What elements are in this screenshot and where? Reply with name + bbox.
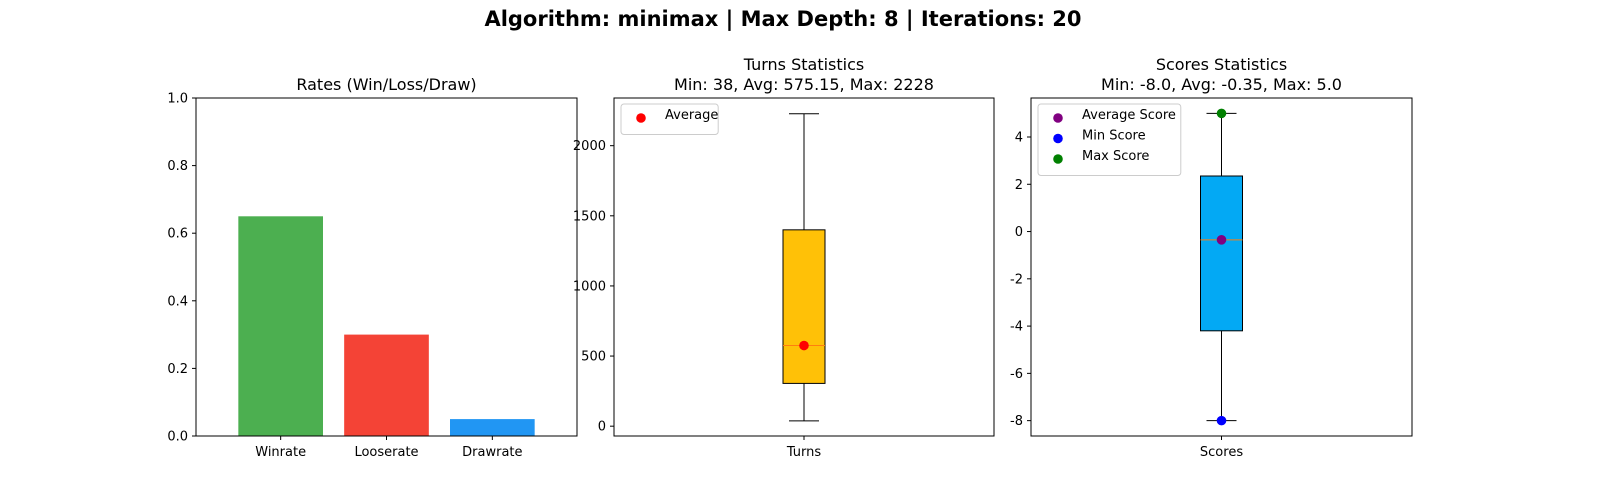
bar (238, 216, 323, 436)
axes-frame (613, 97, 995, 437)
x-tick-label: Scores (1200, 445, 1243, 460)
y-tick-label: 0.6 (167, 227, 188, 242)
y-tick-label: 0.2 (167, 362, 188, 377)
y-tick-label: 2000 (573, 139, 606, 154)
y-tick-label: 2 (1015, 178, 1023, 193)
x-tick-label: Turns (786, 445, 822, 460)
y-tick-label: -2 (1010, 272, 1023, 287)
y-tick-label: 0.4 (167, 294, 188, 309)
box (782, 229, 826, 384)
point-average (799, 340, 809, 351)
y-tick-label: -4 (1010, 320, 1023, 335)
legend-box (620, 103, 719, 135)
subplot-title-line: Min: -8.0, Avg: -0.35, Max: 5.0 (1101, 75, 1342, 94)
axes-frame (1030, 97, 1413, 437)
x-tick-label: Drawrate (462, 445, 522, 460)
point-average-score (1216, 235, 1227, 245)
point-max-score (1216, 108, 1227, 119)
subplot-title-line: Min: 38, Avg: 575.15, Max: 2228 (674, 75, 934, 94)
box (1200, 175, 1243, 332)
legend-label: Max Score (1082, 149, 1149, 164)
axes-frame (195, 97, 578, 437)
y-tick-label: 1500 (573, 209, 606, 224)
legend-marker (1053, 154, 1063, 164)
y-tick-label: 0.8 (167, 159, 188, 174)
subplot-title-line: Scores Statistics (1156, 55, 1287, 74)
legend-label: Average (665, 108, 718, 123)
y-tick-label: -6 (1010, 367, 1023, 382)
y-tick-label: 1000 (573, 279, 606, 294)
y-tick-label: 0 (598, 420, 606, 435)
legend-marker (636, 113, 646, 123)
subplot-title: Rates (Win/Loss/Draw) (296, 75, 476, 94)
x-tick-label: Winrate (255, 445, 306, 460)
x-tick-label: Looserate (354, 445, 418, 460)
y-tick-label: 0.0 (167, 430, 188, 445)
bar (450, 419, 535, 436)
bar (344, 334, 429, 436)
y-tick-label: 500 (581, 350, 606, 365)
point-min-score (1216, 415, 1227, 426)
figure-suptitle: Algorithm: minimax | Max Depth: 8 | Iter… (484, 7, 1081, 32)
legend-box (1037, 103, 1182, 176)
y-tick-label: 4 (1015, 131, 1023, 146)
subplot-title-line: Turns Statistics (743, 55, 864, 74)
legend-label: Average Score (1082, 108, 1176, 123)
legend-label: Min Score (1082, 129, 1146, 144)
y-tick-label: -8 (1010, 414, 1023, 429)
legend-marker (1053, 133, 1063, 144)
subplot-1: Rates (Win/Loss/Draw) 0.0 0.2 0.4 0.6 0.8 1.0 W… (167, 75, 578, 460)
y-tick-label: 0 (1015, 225, 1023, 240)
y-tick-label: 1.0 (167, 92, 188, 107)
legend-marker (1053, 113, 1063, 123)
